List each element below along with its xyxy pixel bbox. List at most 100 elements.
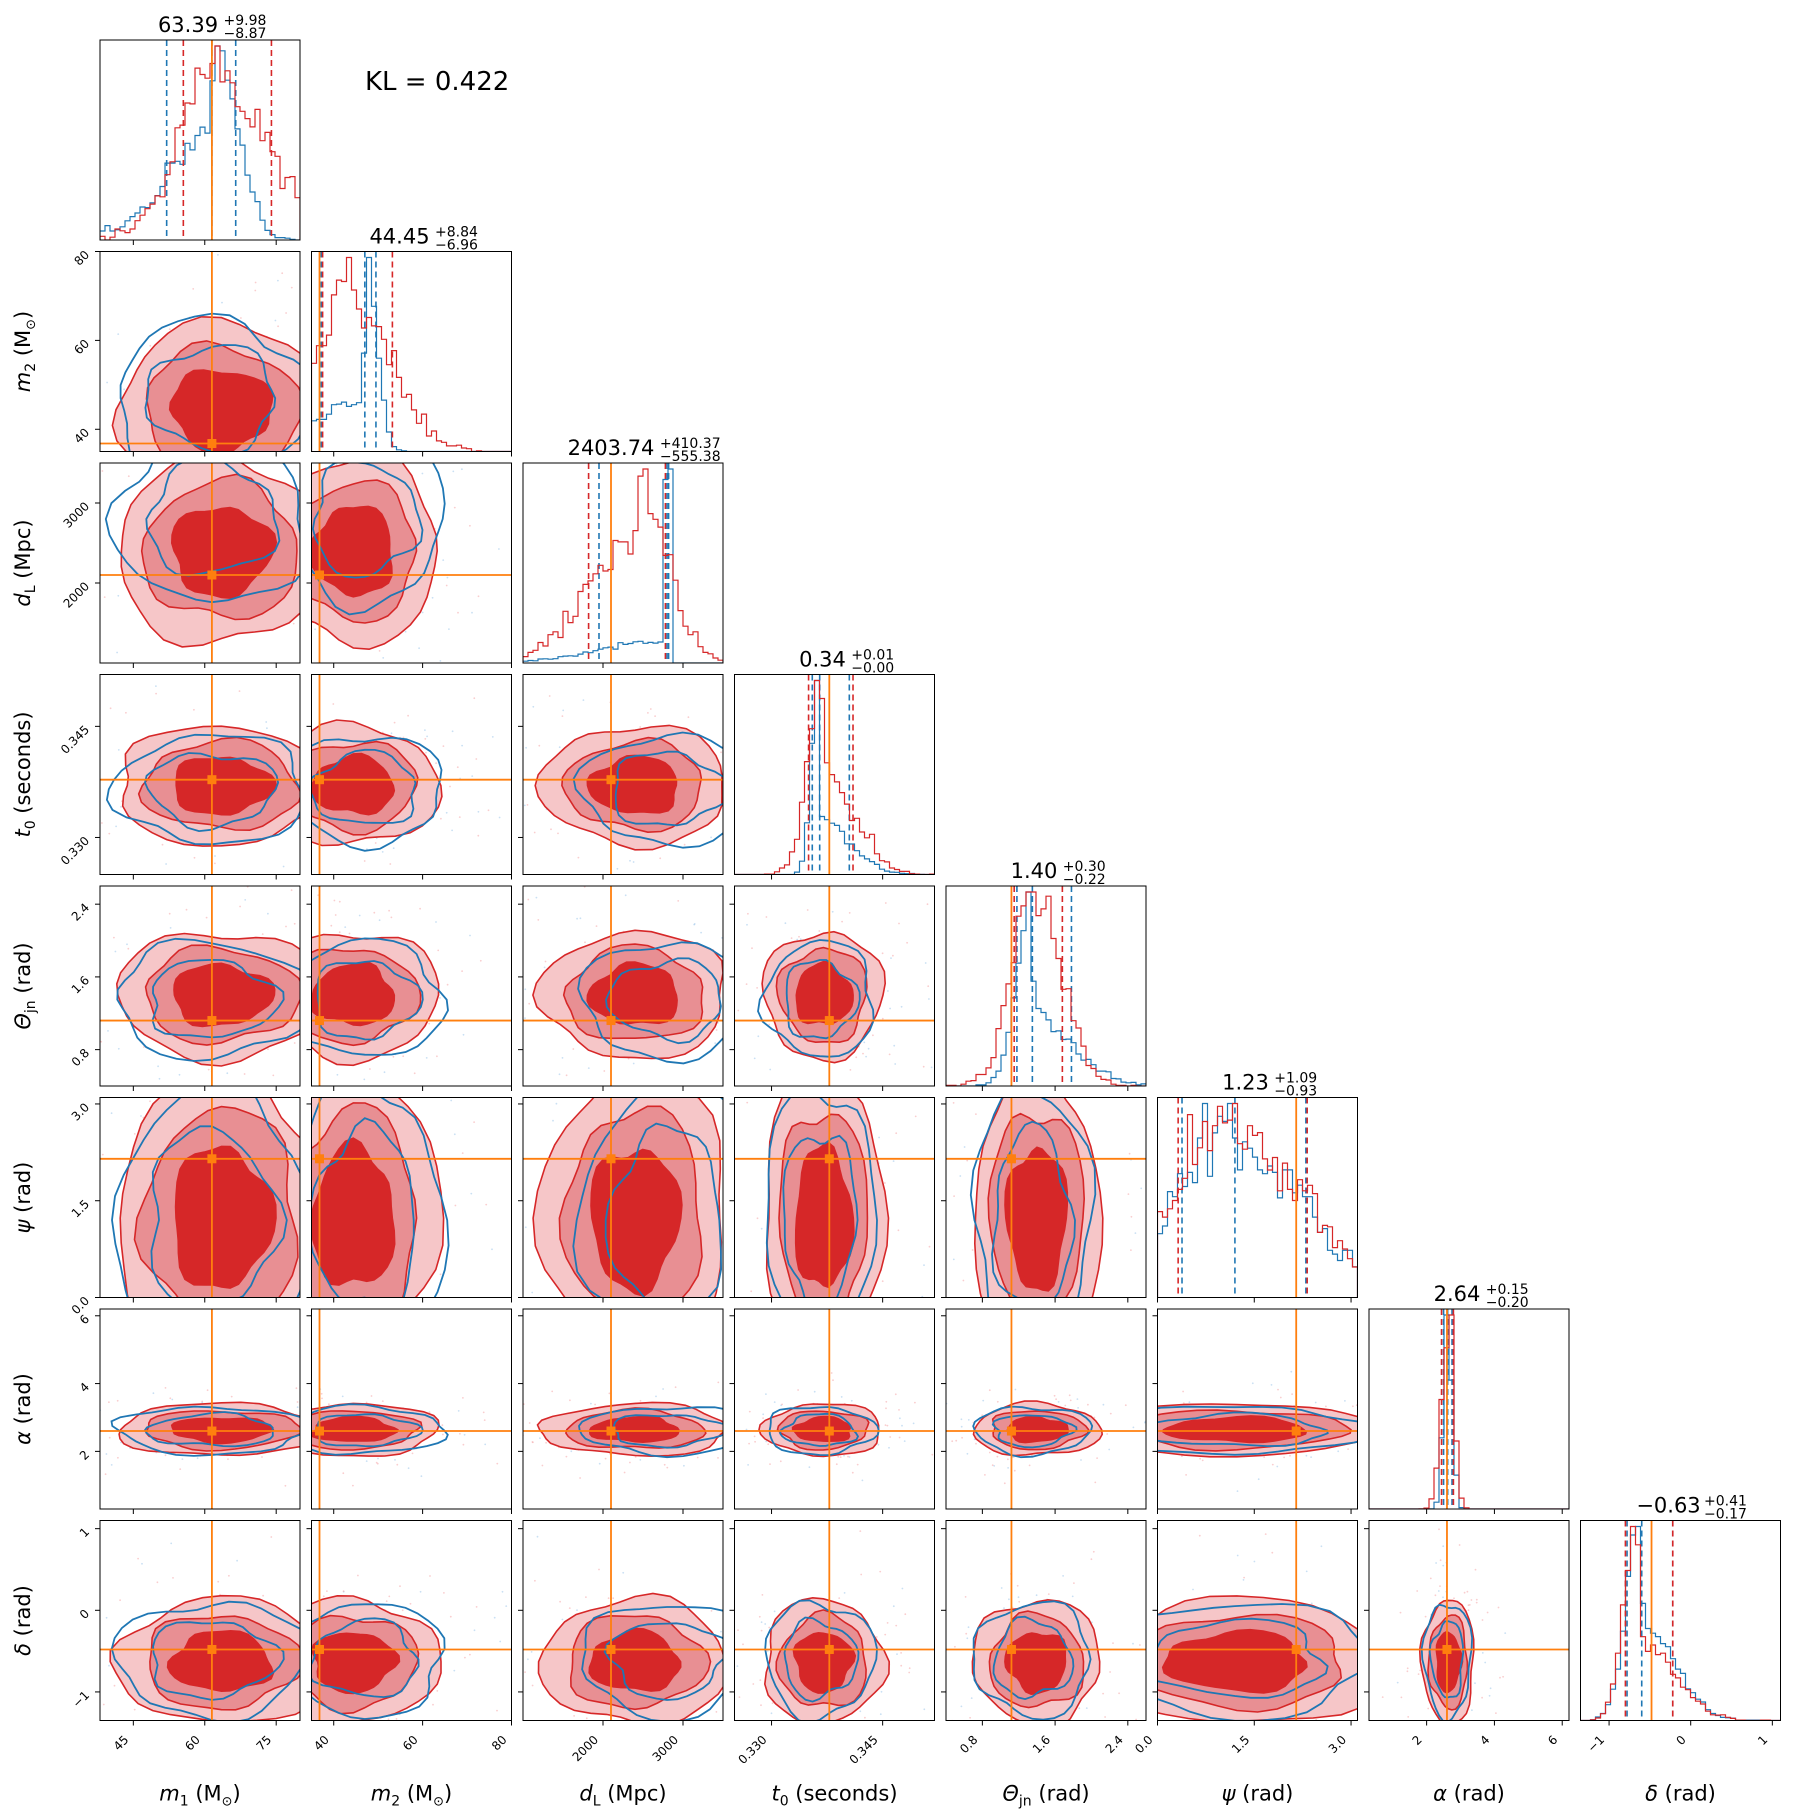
sample-point (1442, 1564, 1445, 1567)
sample-point (260, 691, 262, 693)
sample-point (86, 1337, 88, 1339)
sample-point (847, 1455, 849, 1458)
sample-point (641, 1092, 643, 1094)
sample-point (1125, 1696, 1127, 1698)
sample-point (527, 898, 530, 901)
sample-point (284, 1377, 286, 1379)
sample-point (720, 751, 722, 754)
sample-point (309, 1474, 311, 1476)
sample-point (147, 1319, 149, 1321)
sample-point (483, 1652, 485, 1654)
sample-point (537, 919, 540, 921)
sample-point (715, 1029, 718, 1031)
sample-point (385, 1600, 388, 1603)
sample-point (748, 1410, 751, 1413)
sample-point (859, 1710, 862, 1713)
sample-point (743, 1444, 745, 1446)
sample-point (92, 1334, 94, 1336)
sample-point (330, 1394, 332, 1396)
sample-point (1035, 1594, 1038, 1597)
sample-point (303, 1656, 305, 1658)
sample-point (737, 1076, 739, 1078)
sample-point (779, 1373, 781, 1375)
contour-a-inner (311, 463, 424, 579)
sample-point (1051, 1521, 1053, 1523)
panel-content (523, 674, 723, 875)
sample-point (620, 1306, 622, 1308)
sample-point (898, 1068, 900, 1070)
sample-point (1427, 1774, 1429, 1776)
sample-point (446, 576, 449, 579)
sample-point (1407, 1473, 1409, 1475)
sample-point (305, 1443, 307, 1445)
y-tick-label: 2 (77, 1448, 92, 1463)
sample-point (848, 912, 851, 914)
sample-point (108, 1664, 110, 1667)
sample-point (1475, 1601, 1478, 1604)
sample-point (745, 1534, 747, 1536)
sample-point (484, 1443, 487, 1446)
sample-point (1117, 1440, 1119, 1442)
sample-point (829, 1728, 831, 1730)
sample-point (105, 1453, 108, 1455)
sample-point (988, 1451, 991, 1454)
panel-content (1125, 1520, 1372, 1721)
x-tick-label: 3.0 (1326, 1733, 1349, 1756)
sample-point (1042, 1355, 1044, 1357)
contour-inner (311, 1632, 401, 1695)
sample-point (366, 848, 368, 850)
contour-inner (586, 961, 678, 1025)
truth-marker (606, 1154, 616, 1164)
sample-point (222, 1375, 224, 1377)
sample-point (461, 744, 463, 747)
sample-point (861, 1479, 864, 1482)
sample-point (769, 1068, 772, 1071)
sample-point (309, 609, 311, 611)
sample-point (283, 1384, 285, 1386)
sample-point (624, 894, 627, 897)
contour-a-inner (151, 958, 285, 1039)
sample-point (1003, 1607, 1005, 1609)
sample-point (305, 615, 307, 617)
sample-point (1081, 1773, 1083, 1775)
truth-marker (207, 570, 217, 580)
param-title: 63.39 (158, 13, 218, 37)
contour-panel-7-2: 2000 3000 (483, 1520, 724, 1764)
sample-point (1447, 1733, 1449, 1735)
sample-point (395, 1718, 398, 1720)
sample-point (545, 1441, 547, 1444)
contour-panel-5-4 (941, 1097, 1147, 1523)
sample-point (295, 1387, 298, 1390)
sample-point (1103, 1512, 1105, 1514)
sample-point (1468, 1604, 1471, 1606)
sample-point (439, 997, 441, 999)
sample-point (241, 455, 243, 457)
sample-point (809, 1370, 811, 1372)
sample-point (111, 1340, 113, 1342)
sample-point (928, 1245, 931, 1248)
sample-point (565, 1074, 568, 1077)
sample-point (904, 1613, 907, 1616)
sample-point (1271, 1463, 1274, 1466)
sample-point (1370, 1623, 1372, 1625)
contour-a-outer (110, 1600, 300, 1721)
contour-panel-2-1 (241, 455, 512, 668)
sample-point (1413, 1441, 1415, 1443)
sample-point (866, 1346, 868, 1348)
y-axis-label-3: t0 (seconds) (11, 711, 39, 837)
sample-point (593, 1452, 595, 1454)
sample-point (172, 1362, 174, 1364)
sample-point (108, 727, 110, 729)
sample-point (805, 1757, 807, 1759)
sample-point (243, 1073, 246, 1075)
sample-point (885, 1407, 887, 1410)
sample-point (87, 816, 89, 818)
sample-point (632, 1062, 635, 1065)
sample-point (192, 288, 195, 290)
sample-point (375, 1461, 378, 1464)
sample-point (884, 1633, 887, 1636)
x-tick-label: 40 (311, 1733, 332, 1754)
y-tick-label: 3000 (61, 499, 92, 530)
sample-point (274, 1576, 276, 1578)
sample-point (551, 1390, 554, 1393)
